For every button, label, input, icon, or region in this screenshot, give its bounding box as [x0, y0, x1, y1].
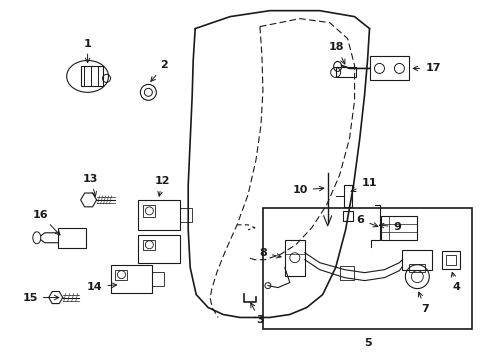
- Text: 9: 9: [379, 222, 401, 232]
- Text: 3: 3: [250, 303, 263, 325]
- Bar: [441, 251, 459, 269]
- Bar: [335, 67, 355, 77]
- Bar: [285, 240, 304, 276]
- Bar: [110, 265, 152, 293]
- Bar: [263, 208, 471, 329]
- Bar: [180, 208, 192, 222]
- Bar: [446, 255, 455, 265]
- Text: 11: 11: [350, 178, 376, 192]
- Bar: [339, 266, 353, 280]
- Bar: [408, 264, 425, 272]
- Bar: [138, 235, 180, 263]
- Text: 16: 16: [33, 210, 60, 235]
- Bar: [81, 67, 102, 86]
- Text: 1: 1: [83, 39, 91, 63]
- Text: 17: 17: [412, 63, 440, 73]
- Bar: [143, 240, 155, 250]
- Text: 18: 18: [328, 42, 344, 64]
- Text: 13: 13: [83, 174, 98, 196]
- Text: 8: 8: [259, 248, 281, 258]
- Text: 12: 12: [154, 176, 170, 196]
- Text: 15: 15: [22, 293, 59, 302]
- Bar: [342, 211, 352, 221]
- Text: 5: 5: [363, 338, 370, 348]
- Bar: [381, 216, 416, 240]
- Text: 4: 4: [450, 273, 459, 292]
- Text: 2: 2: [150, 60, 168, 81]
- Text: 10: 10: [292, 185, 323, 195]
- Bar: [402, 250, 431, 270]
- Bar: [152, 272, 164, 285]
- Bar: [343, 185, 351, 207]
- Bar: [58, 228, 85, 248]
- Text: 7: 7: [418, 292, 428, 314]
- Bar: [138, 200, 180, 230]
- Text: 6: 6: [356, 215, 377, 227]
- Bar: [115, 270, 127, 280]
- Bar: [369, 57, 408, 80]
- Text: 14: 14: [87, 282, 116, 292]
- Bar: [143, 205, 155, 217]
